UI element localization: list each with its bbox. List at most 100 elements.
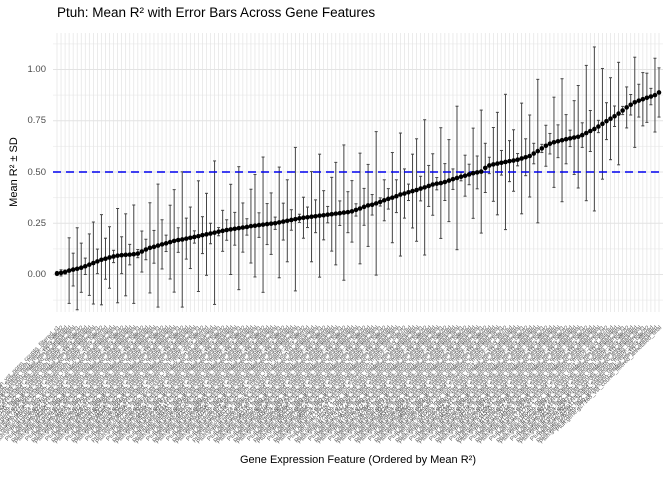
data-point <box>640 96 646 102</box>
data-point <box>422 185 427 190</box>
data-point <box>268 221 274 226</box>
data-point <box>406 189 411 195</box>
data-point <box>103 256 108 262</box>
data-point <box>386 196 391 202</box>
data-point <box>636 98 642 103</box>
data-point <box>507 158 512 164</box>
data-point <box>648 94 654 99</box>
data-point <box>87 262 92 267</box>
data-point <box>596 124 601 129</box>
data-point <box>147 245 153 251</box>
y-tick-label: 0.50 <box>27 166 47 178</box>
data-point <box>656 90 662 95</box>
chart-title: Ptuh: Mean R² with Error Bars Across Gen… <box>57 5 376 20</box>
data-point <box>135 251 141 256</box>
data-point <box>491 162 496 167</box>
data-point <box>531 151 537 156</box>
data-point <box>624 105 629 110</box>
data-point <box>345 209 351 215</box>
data-point <box>317 213 322 218</box>
data-point <box>309 214 314 219</box>
data-point <box>398 192 403 197</box>
data-point <box>426 183 432 189</box>
data-point <box>139 249 145 254</box>
data-point <box>54 271 60 276</box>
data-point <box>632 100 638 105</box>
data-point <box>313 213 318 219</box>
data-point <box>487 163 492 168</box>
data-point <box>527 153 533 159</box>
data-point <box>644 95 650 101</box>
data-point <box>567 136 573 141</box>
data-point <box>555 138 561 144</box>
data-point <box>252 223 258 229</box>
y-tick-label: 0.25 <box>27 217 47 229</box>
data-point <box>276 220 282 225</box>
y-tick-label: 0.75 <box>27 115 47 127</box>
data-point <box>224 227 229 233</box>
data-point <box>91 260 96 266</box>
data-point <box>82 264 88 269</box>
data-point <box>208 231 213 236</box>
data-point <box>333 211 339 216</box>
data-point <box>175 237 181 243</box>
data-point <box>442 179 448 185</box>
data-point <box>183 236 189 241</box>
data-point <box>604 118 609 124</box>
data-point <box>600 121 605 127</box>
data-point <box>434 181 440 186</box>
data-point <box>458 174 464 180</box>
data-point <box>377 199 383 205</box>
data-point <box>454 175 460 181</box>
data-point <box>579 132 585 138</box>
data-point <box>280 219 286 224</box>
data-point <box>414 187 419 193</box>
data-point <box>511 158 516 163</box>
data-point <box>329 211 335 217</box>
data-point <box>325 212 330 217</box>
data-point <box>608 116 613 121</box>
data-point <box>119 252 124 258</box>
data-point <box>200 232 205 238</box>
data-point <box>349 209 355 214</box>
data-point <box>519 156 524 161</box>
data-point <box>293 216 298 222</box>
data-point <box>559 137 565 143</box>
data-point <box>361 204 367 210</box>
data-point <box>466 172 472 177</box>
data-point <box>179 237 185 242</box>
data-point <box>131 251 137 257</box>
data-point <box>196 233 201 239</box>
data-point <box>620 108 625 113</box>
data-point <box>438 180 444 186</box>
data-point <box>264 221 270 227</box>
y-tick-label: 1.00 <box>27 64 47 75</box>
data-point <box>301 215 306 221</box>
data-point <box>462 173 468 178</box>
data-point <box>321 212 326 218</box>
data-point <box>571 135 577 140</box>
data-point <box>297 216 302 221</box>
data-point <box>66 268 72 273</box>
data-point <box>390 195 395 200</box>
data-point <box>418 186 423 191</box>
data-point <box>470 170 476 176</box>
data-point <box>563 136 569 142</box>
data-point <box>305 215 310 220</box>
data-point <box>99 257 104 263</box>
data-point <box>115 253 120 258</box>
data-point <box>192 234 197 240</box>
data-point <box>535 148 541 154</box>
data-point <box>163 241 169 246</box>
data-point <box>583 130 589 136</box>
data-point <box>78 265 84 271</box>
data-point <box>272 220 278 226</box>
data-point <box>410 188 415 194</box>
data-point <box>171 238 177 244</box>
data-point <box>575 134 581 140</box>
data-point <box>74 266 80 272</box>
data-point <box>188 235 193 241</box>
data-point <box>244 224 250 230</box>
data-point <box>499 160 504 166</box>
